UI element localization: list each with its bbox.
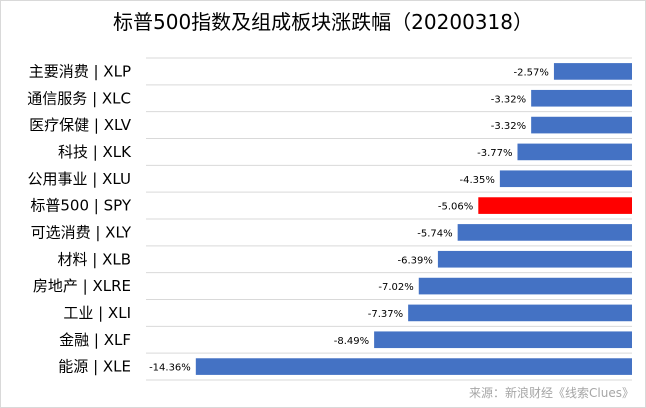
data-label: -2.57% — [514, 67, 549, 78]
data-label: -7.37% — [368, 309, 403, 320]
category-label: 可选消费 | XLY — [31, 223, 132, 241]
bar — [418, 277, 632, 295]
data-label: -5.74% — [417, 228, 452, 239]
category-label: 公用事业 | XLU — [28, 170, 131, 188]
data-label: -3.77% — [477, 148, 512, 159]
category-label: 材料 | XLB — [57, 250, 131, 268]
data-label: -7.02% — [378, 282, 413, 293]
bar — [437, 250, 632, 268]
data-label: -6.39% — [398, 255, 433, 266]
category-label: 能源 | XLE — [58, 358, 131, 376]
bar — [531, 116, 632, 134]
data-label: -3.32% — [491, 121, 526, 132]
category-label: 主要消费 | XLP — [29, 62, 131, 80]
category-label: 标普500 | SPY — [30, 197, 131, 215]
bar — [374, 331, 632, 349]
category-label: 房地产 | XLRE — [33, 277, 131, 295]
category-label: 工业 | XLI — [63, 304, 131, 322]
data-label: -8.49% — [334, 336, 369, 347]
bar — [531, 89, 632, 107]
data-label: -14.36% — [149, 363, 191, 374]
source-note: 来源：新浪财经《线索Clues》 — [469, 386, 634, 400]
bar — [478, 197, 632, 214]
category-label: 金融 | XLF — [59, 331, 131, 349]
bar — [408, 304, 632, 322]
bar — [457, 224, 632, 241]
bar — [499, 170, 632, 188]
category-label: 医疗保健 | XLV — [29, 116, 132, 134]
data-label: -3.32% — [491, 94, 526, 105]
bar — [517, 143, 632, 161]
chart-title: 标普500指数及组成板块涨跌幅（20200318） — [113, 10, 533, 34]
data-label: -4.35% — [459, 175, 494, 186]
data-label: -5.06% — [438, 202, 473, 213]
category-label: 通信服务 | XLC — [27, 89, 131, 107]
bar — [195, 358, 632, 375]
category-label: 科技 | XLK — [58, 143, 132, 161]
bar — [553, 63, 632, 80]
